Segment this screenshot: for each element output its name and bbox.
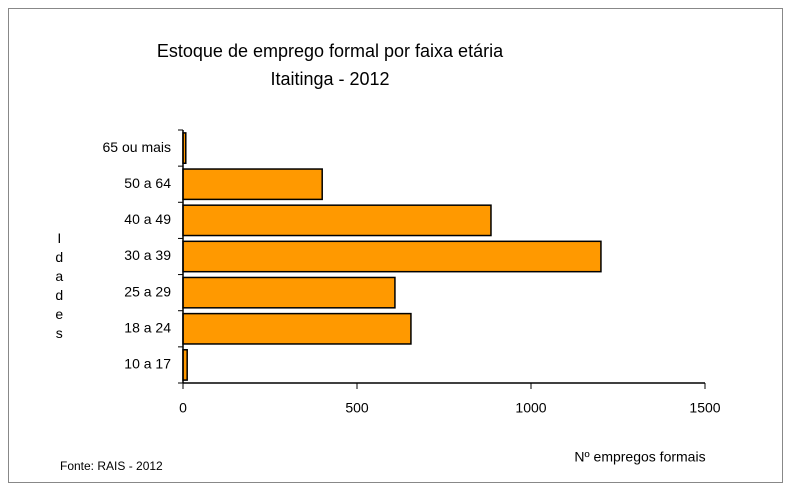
chart-subtitle: Itaitinga - 2012: [270, 69, 389, 89]
bar: [182, 168, 323, 201]
y-tick-label: 18 a 24: [124, 319, 171, 335]
x-tick-label: 1500: [689, 400, 720, 416]
y-tick-label: 25 a 29: [124, 283, 171, 299]
bar: [182, 312, 412, 345]
x-axis-label: Nº empregos formais: [574, 449, 705, 465]
bar: [182, 240, 602, 273]
source: Fonte: RAIS - 2012: [60, 459, 163, 473]
y-tick-label: 40 a 49: [124, 211, 171, 227]
y-tick-label: 50 a 64: [124, 175, 171, 191]
y-tick-label: 10 a 17: [124, 356, 171, 372]
y-axis-label: Idades: [51, 230, 67, 344]
bar: [182, 276, 396, 309]
chart-title: Estoque de emprego formal por faixa etár…: [157, 41, 504, 61]
x-tick-label: 500: [345, 400, 369, 416]
bar: [182, 204, 492, 237]
x-tick-label: 1000: [515, 400, 546, 416]
y-tick-label: 65 ou mais: [103, 139, 171, 155]
x-tick-label: 0: [179, 400, 187, 416]
y-tick-label: 30 a 39: [124, 247, 171, 263]
